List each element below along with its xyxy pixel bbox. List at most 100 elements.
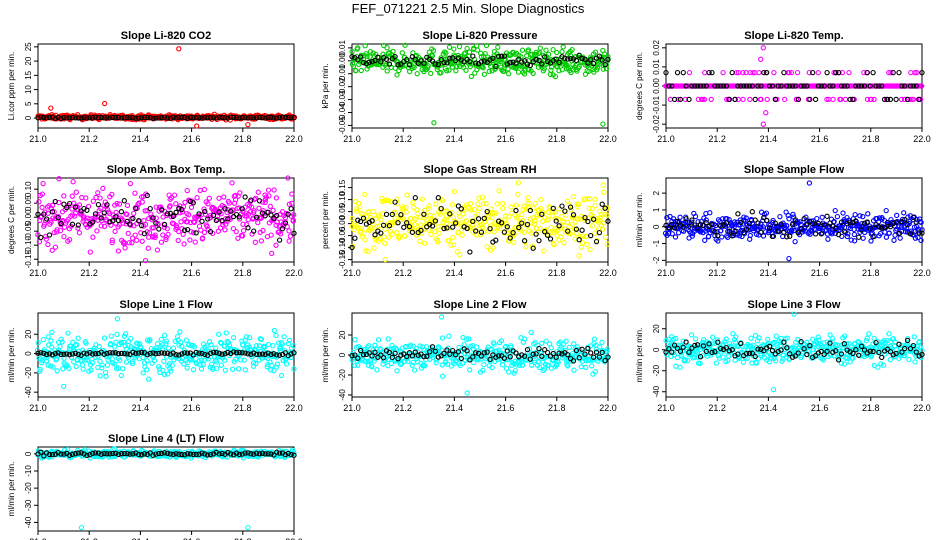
data-point-black <box>893 96 899 103</box>
data-point-black <box>173 209 179 216</box>
data-point <box>549 213 555 219</box>
data-point-black <box>268 212 274 218</box>
data-point <box>914 69 920 76</box>
data-point <box>270 207 276 214</box>
data-point <box>592 196 598 202</box>
data-point-black <box>398 352 404 358</box>
data-point <box>523 243 529 250</box>
data-point-black <box>669 221 675 228</box>
data-point-black <box>404 353 410 360</box>
data-point-black <box>427 349 433 355</box>
data-point <box>178 219 184 225</box>
data-point <box>490 58 497 64</box>
data-point <box>810 347 817 353</box>
data-point-black <box>524 346 531 353</box>
data-point <box>463 218 470 224</box>
data-point-black <box>113 350 119 356</box>
data-point-black <box>406 350 413 356</box>
data-point <box>385 198 392 204</box>
data-point-black <box>38 114 44 120</box>
data-point <box>877 230 884 237</box>
data-point-black <box>519 59 525 65</box>
data-point-black <box>824 213 830 219</box>
data-point-black <box>392 350 398 356</box>
data-point-black <box>712 229 718 235</box>
y-tick-label: 0.05 <box>24 195 33 211</box>
data-point-black <box>833 225 839 232</box>
x-tick-label: 22.0 <box>285 134 303 144</box>
data-point-black <box>700 222 707 228</box>
data-point-black <box>61 114 67 121</box>
data-point-black <box>349 352 355 359</box>
data-point-black <box>66 200 73 207</box>
data-point <box>740 69 746 76</box>
data-point-black <box>170 213 176 220</box>
y-tick-label: -10 <box>24 465 33 477</box>
data-point <box>419 196 426 202</box>
data-point-black <box>179 114 185 120</box>
data-point-black <box>41 211 47 217</box>
data-point <box>493 210 499 216</box>
data-point-black <box>202 115 208 121</box>
x-tick-label: 22.0 <box>913 134 931 144</box>
data-point-black <box>749 209 755 215</box>
data-point-black <box>110 350 116 356</box>
data-point <box>414 71 420 77</box>
data-point <box>258 238 264 244</box>
plot-frame <box>351 177 609 263</box>
data-point <box>887 356 893 363</box>
data-point-black <box>159 350 165 356</box>
data-point-black <box>787 351 793 357</box>
data-point <box>511 239 517 246</box>
data-point <box>439 335 446 341</box>
data-point-black <box>179 351 185 357</box>
y-tick-label: 0.01 <box>652 59 661 75</box>
data-point <box>851 238 858 244</box>
data-point <box>181 241 187 247</box>
data-point-black <box>890 352 896 358</box>
data-point-black <box>519 352 525 358</box>
data-point-black <box>694 225 701 231</box>
x-tick-label: 21.8 <box>548 268 566 278</box>
data-point-black <box>792 83 799 89</box>
data-point <box>703 225 710 231</box>
data-point <box>151 357 158 364</box>
data-point <box>99 362 105 368</box>
data-point <box>515 213 521 220</box>
data-point <box>471 359 477 366</box>
data-point-black <box>170 114 176 120</box>
data-point <box>726 226 732 232</box>
data-point <box>161 371 168 378</box>
x-tick-label: 21.2 <box>80 403 98 413</box>
data-point-black <box>881 224 888 231</box>
data-point <box>51 229 57 236</box>
data-point-black <box>718 83 724 89</box>
data-point <box>589 206 595 212</box>
data-point <box>560 44 566 50</box>
data-point-black <box>87 349 93 356</box>
data-point-black <box>527 207 533 214</box>
data-point-black <box>590 216 597 222</box>
data-point <box>897 235 903 241</box>
data-point-black <box>92 211 99 217</box>
data-point-black <box>879 83 885 89</box>
data-point <box>480 65 486 71</box>
data-point <box>512 367 518 374</box>
data-point-black <box>196 115 202 121</box>
data-point <box>871 96 877 103</box>
data-point <box>513 202 520 208</box>
y-tick-label: 20 <box>338 330 347 339</box>
data-point-black <box>216 114 222 120</box>
data-point-black <box>674 345 681 352</box>
data-point <box>586 68 592 75</box>
data-point-black <box>680 344 686 350</box>
data-point <box>425 63 431 69</box>
data-point-black <box>683 216 689 222</box>
data-point <box>433 359 439 366</box>
data-point <box>70 179 76 185</box>
data-point-black <box>409 353 416 359</box>
data-point <box>538 196 544 203</box>
data-point-black <box>64 204 70 211</box>
data-points <box>35 446 297 531</box>
